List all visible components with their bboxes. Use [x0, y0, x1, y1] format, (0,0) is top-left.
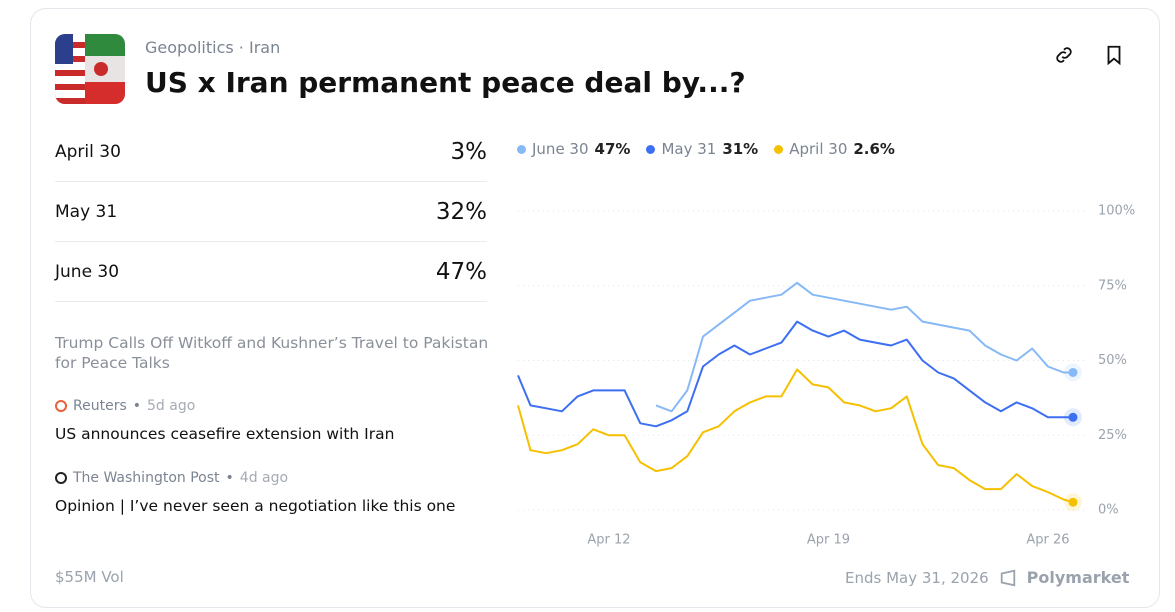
news-title[interactable]: US announces ceasefire extension with Ir…	[55, 425, 395, 443]
legend-value: 31%	[722, 140, 759, 158]
outcome-chance: 32%	[435, 198, 487, 225]
y-tick-label: 25%	[1098, 428, 1127, 443]
source-icon	[55, 400, 67, 412]
source-icon	[55, 472, 67, 484]
legend-swatch	[646, 144, 656, 154]
link-icon[interactable]	[1053, 44, 1075, 66]
series-line	[655, 281, 1073, 413]
tag[interactable]: Iran	[248, 38, 281, 57]
legend: June 30 47% May 31 31% April 30 2.6%	[517, 140, 895, 158]
news-headline[interactable]: Trump Calls Off Witkoff and Kushner’s Tr…	[55, 334, 489, 372]
news-source: The Washington Post • 4d ago	[55, 470, 288, 486]
outcome-row[interactable]: April 30 3%	[55, 122, 487, 182]
news-age: 5d ago	[147, 398, 196, 414]
x-tick-label: Apr 26	[1026, 533, 1069, 548]
market-card	[30, 8, 1160, 608]
news-source: Reuters • 5d ago	[55, 398, 195, 414]
source-name: The Washington Post	[73, 470, 220, 486]
news-age: 4d ago	[239, 470, 289, 486]
legend-item: June 30 47%	[517, 140, 630, 158]
legend-name: April 30	[789, 140, 848, 158]
brand-logo	[1000, 569, 1015, 586]
x-tick-label: Apr 12	[587, 533, 630, 548]
category[interactable]: Geopolitics	[145, 38, 234, 57]
chart: 0% 25% 50% 75% 100% Apr 12 Apr 19 Apr 26	[517, 204, 1135, 548]
legend-value: 2.6%	[853, 140, 895, 158]
separator: •	[225, 470, 234, 486]
volume: $55M Vol	[55, 568, 124, 586]
series-line	[517, 320, 1073, 428]
bookmark-icon[interactable]	[1103, 44, 1125, 66]
separator: •	[132, 398, 142, 414]
legend-swatch	[774, 144, 784, 154]
footer-right: Ends May 31, 2026 Polymarket	[845, 568, 1129, 587]
y-tick-label: 100%	[1098, 204, 1135, 219]
y-tick-label: 50%	[1098, 353, 1127, 368]
y-tick-label: 0%	[1098, 503, 1119, 518]
outcome-row[interactable]: May 31 32%	[55, 182, 487, 242]
outcome-chance: 47%	[435, 258, 487, 285]
market-image[interactable]	[55, 34, 125, 104]
outcome-name: June 30	[55, 261, 120, 282]
series-line	[517, 368, 1074, 504]
end-dot	[1068, 367, 1078, 377]
legend-item: May 31 31%	[646, 140, 758, 158]
legend-item: April 30 2.6%	[774, 140, 895, 158]
x-tick-label: Apr 19	[807, 533, 850, 548]
news-title[interactable]: Opinion | I’ve never seen a negotiation …	[55, 497, 456, 515]
source-name: Reuters	[73, 398, 127, 414]
outcome-name: May 31	[55, 201, 118, 222]
legend-swatch	[517, 144, 526, 154]
end-date: Ends May 31, 2026	[845, 568, 989, 587]
outcome-name: April 30	[55, 141, 121, 162]
market-title: US x Iran permanent peace deal by...?	[145, 66, 746, 99]
legend-value: 47%	[594, 140, 631, 158]
outcome-row[interactable]: June 30 47%	[55, 242, 487, 302]
breadcrumb: Geopolitics · Iran	[145, 38, 281, 57]
brand: Polymarket	[1026, 568, 1130, 587]
end-dot	[1068, 497, 1078, 507]
legend-name: June 30	[532, 140, 589, 158]
legend-name: May 31	[661, 140, 717, 158]
y-tick-label: 75%	[1098, 278, 1127, 293]
outcome-chance: 3%	[450, 138, 488, 165]
end-dot	[1068, 412, 1078, 422]
